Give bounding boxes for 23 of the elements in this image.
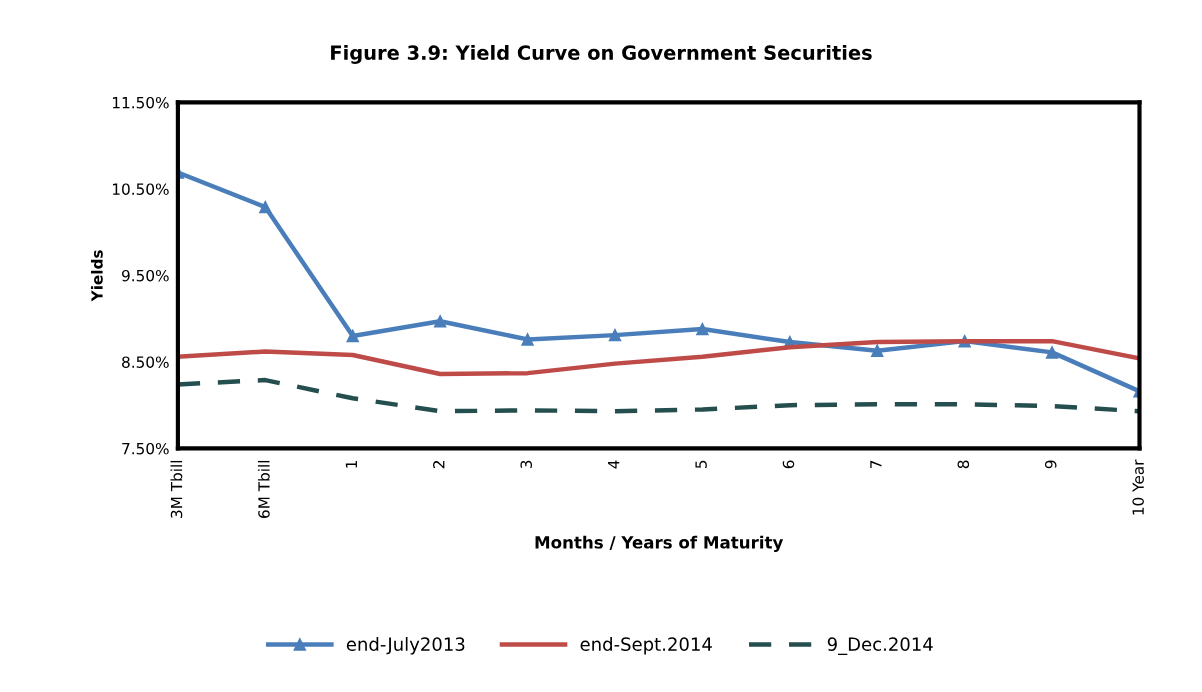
x-tick-label: 2 [433,461,445,469]
x-tick-label: 1 [345,460,357,468]
x-tick-label: 9 [1044,460,1057,469]
chart-title: Figure 3.9: Yield Curve on Government Securities [331,44,872,64]
y-tick-label: 11.50% [112,96,169,109]
x-tick-label: 6 [782,460,795,469]
x-tick-label: 3M Tbill [170,460,183,518]
y-axis-title: Yields [90,250,103,302]
legend-label: end-Sept.2014 [580,637,712,655]
y-tick-label: 10.50% [112,183,169,195]
legend-label: end-July2013 [346,637,465,655]
y-tick-label: 7.50% [122,442,169,455]
x-tick-label: 7 [870,460,882,468]
x-tick-label: 3 [520,460,532,469]
x-tick-label: 8 [957,460,970,469]
x-tick-label: 10 Year [1132,459,1144,515]
x-tick-label: 5 [695,460,707,469]
x-tick-label: 6M Tbill [257,460,270,518]
x-axis-title: Months / Years of Maturity [535,535,784,552]
legend-label: 9_Dec.2014 [827,637,933,655]
x-tick-label: 4 [608,460,620,469]
y-tick-label: 8.50% [122,356,169,368]
y-tick-label: 9.50% [121,269,169,282]
